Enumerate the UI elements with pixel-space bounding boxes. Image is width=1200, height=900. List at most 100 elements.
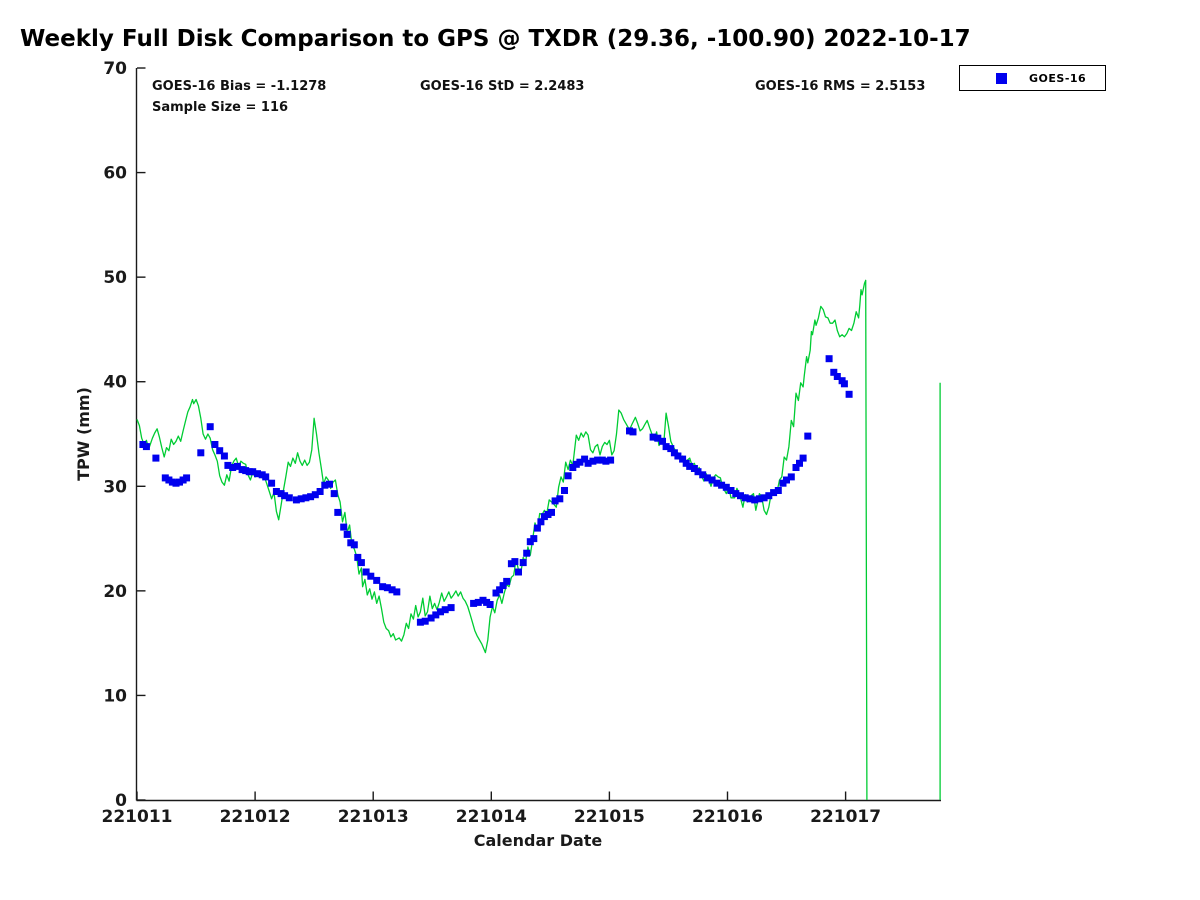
goes-16-marker bbox=[649, 433, 657, 441]
goes-16-marker bbox=[533, 524, 541, 532]
goes-16-marker bbox=[142, 443, 150, 451]
goes-16-marker bbox=[686, 462, 694, 470]
goes-16-marker bbox=[765, 492, 773, 500]
goes-16-marker bbox=[297, 495, 305, 503]
goes-16-marker bbox=[334, 508, 342, 516]
goes-16-marker bbox=[354, 553, 362, 561]
goes-16-marker bbox=[362, 568, 370, 576]
goes-16-marker bbox=[393, 588, 401, 596]
goes-16-marker bbox=[722, 483, 730, 491]
goes-16-marker bbox=[674, 452, 682, 460]
axes: 0 10 20 30 40 50 60 70 221011 221012 221013 221014 2… bbox=[102, 59, 941, 827]
goes-16-marker bbox=[774, 487, 782, 494]
goes-16-marker bbox=[584, 459, 592, 467]
goes-16-marker bbox=[340, 523, 348, 531]
x-tick-label: 221015 bbox=[574, 807, 645, 827]
goes-16-marker bbox=[470, 599, 478, 607]
stat-bias: GOES-16 Bias = -1.1278 bbox=[152, 79, 327, 94]
goes-16-marker bbox=[388, 586, 396, 594]
goes-16-marker bbox=[602, 457, 610, 465]
legend-box: GOES-16 bbox=[959, 65, 1106, 91]
goes-16-marker bbox=[551, 497, 559, 505]
goes-16-marker bbox=[503, 577, 511, 585]
goes-16-marker bbox=[519, 559, 527, 567]
gps-line bbox=[136, 279, 868, 801]
goes-16-marker bbox=[292, 496, 300, 504]
goes-16-marker bbox=[152, 454, 160, 462]
goes-16-marker bbox=[183, 474, 191, 482]
goes-16-marker bbox=[727, 487, 735, 494]
goes-16-marker bbox=[540, 513, 548, 521]
goes-16-marker bbox=[662, 443, 670, 451]
goes-16-marker bbox=[416, 618, 424, 626]
goes-16-marker bbox=[511, 558, 519, 566]
goes-16-marker bbox=[499, 582, 507, 590]
goes-16-marker bbox=[760, 494, 768, 502]
x-tick-label: 221013 bbox=[338, 807, 409, 827]
goes-16-marker bbox=[176, 478, 183, 486]
goes-16-marker bbox=[830, 368, 838, 376]
goes-16-marker bbox=[845, 390, 853, 398]
goes-16-marker bbox=[713, 479, 721, 487]
goes-16-marker bbox=[607, 456, 615, 464]
y-tick-label: 50 bbox=[103, 268, 127, 288]
goes-16-marker bbox=[383, 584, 391, 592]
goes-16-marker bbox=[326, 480, 333, 488]
goes-16-marker bbox=[718, 481, 726, 489]
goes-16-marker bbox=[432, 611, 440, 619]
x-axis-label: Calendar Date bbox=[474, 831, 603, 850]
goes-16-marker bbox=[699, 471, 707, 479]
goes-16-marker bbox=[804, 432, 812, 440]
goes-16-marker bbox=[787, 473, 795, 481]
stat-rms: GOES-16 RMS = 2.5153 bbox=[755, 79, 926, 94]
goes-16-marker bbox=[783, 476, 790, 484]
y-tick-label: 0 bbox=[115, 791, 127, 811]
goes-16-marker bbox=[737, 492, 744, 500]
goes-16-marker bbox=[654, 434, 662, 442]
y-axis-label: TPW (mm) bbox=[74, 387, 93, 481]
goes-16-marker bbox=[220, 452, 228, 460]
goes-16-marker bbox=[268, 479, 276, 487]
goes-16-marker bbox=[572, 460, 580, 468]
goes-16-marker bbox=[168, 478, 176, 486]
goes-16-marker bbox=[770, 489, 778, 497]
goes-16-marker bbox=[523, 549, 531, 557]
axis-spines bbox=[135, 68, 941, 802]
goes-16-marker bbox=[427, 614, 435, 622]
stat-sample-size: Sample Size = 116 bbox=[152, 100, 289, 115]
goes-16-marker bbox=[515, 568, 522, 576]
goes-16-marker bbox=[272, 488, 280, 495]
goes-16-marker bbox=[211, 441, 219, 448]
x-tick-label: 221017 bbox=[810, 807, 881, 827]
goes-16-marker bbox=[840, 380, 848, 388]
goes-16-marker bbox=[216, 447, 224, 455]
goes-16-marker bbox=[474, 598, 482, 606]
goes-16-legend-marker-icon bbox=[996, 73, 1007, 84]
x-tick-label: 221012 bbox=[220, 807, 291, 827]
goes-16-marker bbox=[594, 456, 602, 464]
goes-16-marker bbox=[792, 464, 800, 471]
stat-std: GOES-16 StD = 2.2483 bbox=[420, 79, 585, 94]
goes-16-marker bbox=[302, 494, 310, 502]
legend-label: GOES-16 bbox=[1029, 72, 1087, 85]
goes-16-marker bbox=[321, 481, 329, 489]
goes-16-marker bbox=[479, 596, 487, 604]
goes-16-marker bbox=[197, 449, 205, 457]
goes-16-marker bbox=[224, 461, 232, 469]
goes-16-marker bbox=[379, 583, 387, 591]
goes-16-marker bbox=[206, 423, 214, 431]
goes-16-marker bbox=[262, 473, 270, 481]
goes-16-marker bbox=[229, 464, 237, 471]
goes-16-marker bbox=[421, 617, 429, 625]
goes-16-marker bbox=[447, 604, 455, 612]
goes-16-marker bbox=[285, 494, 293, 502]
y-tick-label: 30 bbox=[103, 477, 127, 497]
goes-16-marker bbox=[316, 488, 324, 495]
goes-16-marker bbox=[598, 456, 606, 464]
goes-16-marker bbox=[530, 535, 538, 543]
goes-16-marker bbox=[703, 474, 711, 482]
goes-16-marker bbox=[343, 530, 351, 538]
data-series bbox=[136, 279, 941, 801]
